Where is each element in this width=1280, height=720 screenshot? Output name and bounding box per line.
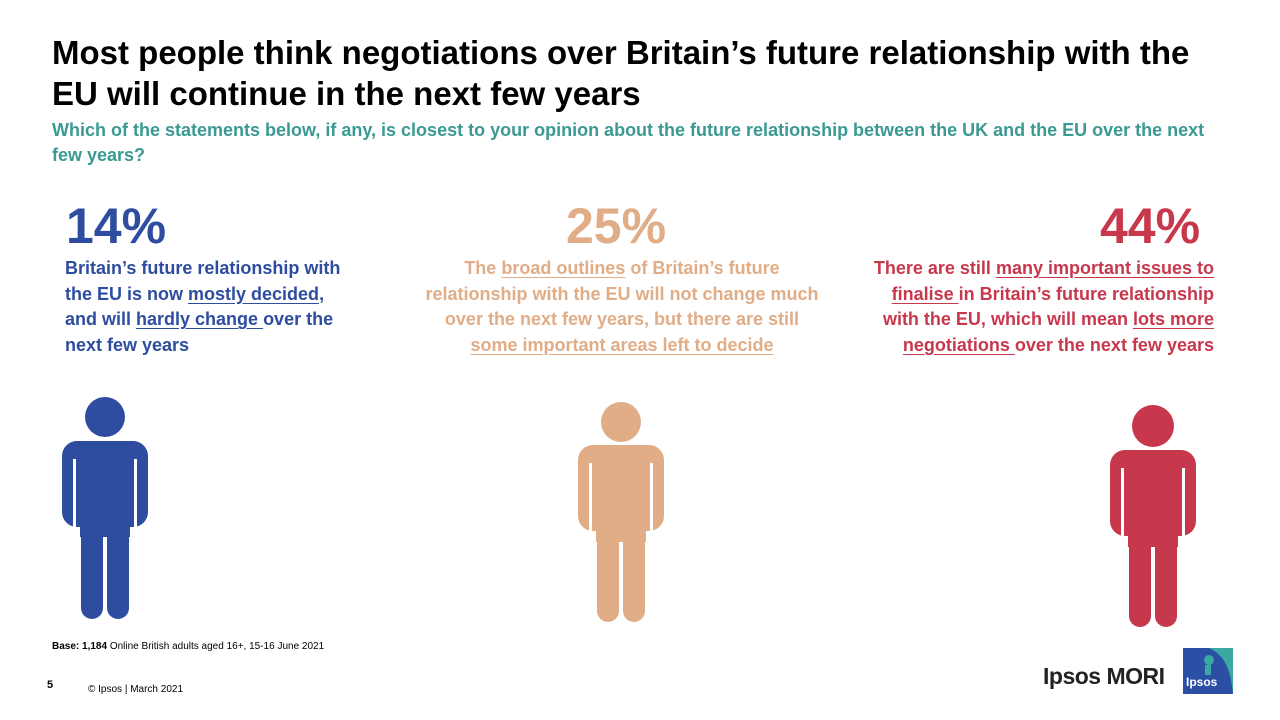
statement-emphasis: mostly decided [188,283,320,304]
statement-text: of Britain’s future relationship with th… [425,258,819,329]
statement-emphasis: lots more negotiations [902,309,1214,355]
base-text: Online British adults aged 16+, 15-16 Ju… [107,641,325,652]
person-icon-red [1110,405,1196,627]
statement-text: There are still [873,258,996,278]
logo-swoosh-icon [1204,648,1233,694]
statement-emphasis: some important areas left to decide [470,334,774,355]
person-icon-blue [62,397,148,619]
question-subtitle: Which of the statements below, if any, i… [52,120,1205,165]
base-note: Base: 1,184 Online British adults aged 1… [52,641,324,652]
percent-lots-more-negotiations: 44% [1100,198,1201,254]
statement-emphasis: hardly change [136,309,264,329]
percent-broad-outlines: 25% [566,198,667,254]
statement-emphasis: many important issues to finalise [891,258,1214,304]
logo-text: Ipsos [1186,675,1218,689]
statement-text: over the next few years [1014,334,1214,355]
person-icon-tan [578,402,664,622]
page-title: Most people think negotiations over Brit… [52,34,1190,112]
statement-text: The [464,258,502,278]
ipsos-logo: Ipsos [1183,648,1233,694]
statement-text: over the next few years [65,309,334,355]
page-number: 5 [47,679,54,691]
statement-mostly-decided: Britain’s future relationship with the E… [65,256,350,358]
base-label: Base: [52,641,80,652]
base-count: 1,184 [82,641,108,652]
brand-name: Ipsos MORI [1043,663,1165,689]
statement-lots-more-negotiations: There are still many important issues to… [858,256,1214,358]
statement-broad-outlines: The broad outlines of Britain’s future r… [420,256,824,358]
statement-text: Britain’s future relationship with the E… [65,258,341,304]
statement-text: in Britain’s future relationship with th… [882,283,1214,330]
statement-text: , and will [65,283,325,330]
statement-emphasis: broad outlines [501,258,626,278]
percent-mostly-decided: 14% [66,198,167,254]
copyright: © Ipsos | March 2021 [88,684,184,695]
